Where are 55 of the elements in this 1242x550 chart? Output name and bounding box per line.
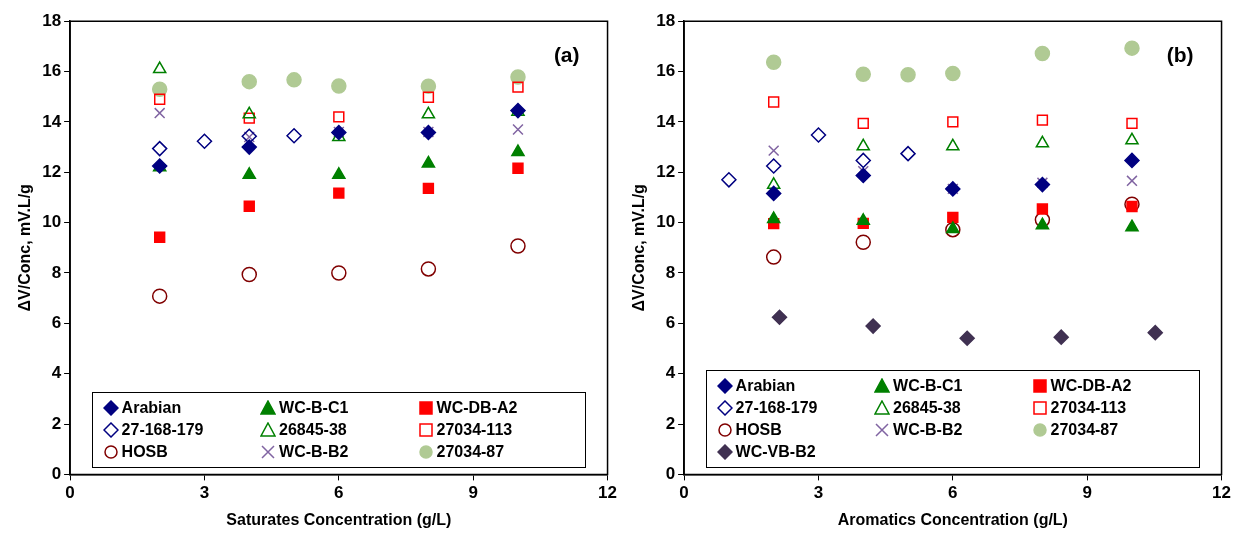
y-axis-title: ΔV/Conc, mV.L/g (630, 184, 648, 312)
y-tick-label: 6 (51, 313, 62, 333)
annotation: (a) (553, 43, 580, 68)
x-tick-label: 12 (598, 483, 618, 503)
legend-label: WC-DB-A2 (1050, 377, 1132, 396)
legend-label: HOSB (735, 421, 782, 440)
legend-label: 27-168-179 (735, 399, 818, 418)
x-tick-label: 9 (468, 483, 478, 503)
annotation: (b) (1166, 43, 1194, 68)
legend-label: 27034-87 (1050, 421, 1119, 440)
y-tick-label: 6 (665, 313, 676, 333)
y-tick-label: 18 (42, 10, 62, 30)
x-axis-title: Saturates Concentration (g/L) (226, 510, 452, 528)
legend-label: Arabian (735, 377, 796, 396)
x-axis-title: Aromatics Concentration (g/L) (837, 510, 1068, 528)
legend-label: 27034-113 (1050, 399, 1127, 418)
x-tick-label: 3 (199, 483, 210, 503)
y-tick-label: 2 (51, 413, 62, 433)
y-tick-label: 14 (656, 111, 676, 131)
y-tick-label: 0 (665, 464, 676, 484)
y-tick-label: 8 (51, 262, 62, 282)
legend-label: WC-VB-B2 (735, 443, 816, 462)
legend-label: Arabian (121, 399, 182, 418)
legend-label: 26845-38 (279, 421, 347, 440)
legend-label: WC-B-C1 (279, 399, 349, 418)
x-tick-label: 6 (948, 483, 958, 503)
y-tick-label: 14 (42, 111, 62, 131)
y-tick-label: 2 (665, 413, 676, 433)
legend-label: WC-B-B2 (893, 421, 963, 440)
legend-label: 27-168-179 (121, 421, 204, 440)
x-tick-label: 0 (65, 483, 75, 503)
x-tick-label: 9 (1082, 483, 1092, 503)
y-tick-label: 12 (656, 161, 676, 181)
y-tick-label: 16 (42, 61, 62, 81)
y-tick-label: 16 (656, 61, 676, 81)
y-tick-label: 10 (42, 212, 62, 232)
y-tick-label: 12 (42, 161, 62, 181)
x-tick-label: 0 (679, 483, 689, 503)
legend-label: 27034-113 (436, 421, 513, 440)
legend-label: HOSB (121, 443, 168, 462)
y-tick-label: 18 (656, 10, 676, 30)
x-tick-label: 6 (334, 483, 344, 503)
y-tick-label: 4 (51, 363, 62, 383)
y-tick-label: 10 (656, 212, 676, 232)
legend-label: WC-DB-A2 (436, 399, 518, 418)
x-tick-label: 3 (813, 483, 824, 503)
x-tick-label: 12 (1212, 483, 1232, 503)
y-tick-label: 4 (665, 363, 676, 383)
legend-label: 27034-87 (436, 443, 505, 462)
y-tick-label: 0 (51, 464, 62, 484)
y-tick-label: 8 (665, 262, 676, 282)
y-axis-title: ΔV/Conc, mV.L/g (16, 184, 34, 312)
legend-label: WC-B-C1 (893, 377, 963, 396)
legend-label: WC-B-B2 (279, 443, 349, 462)
legend-label: 26845-38 (893, 399, 961, 418)
